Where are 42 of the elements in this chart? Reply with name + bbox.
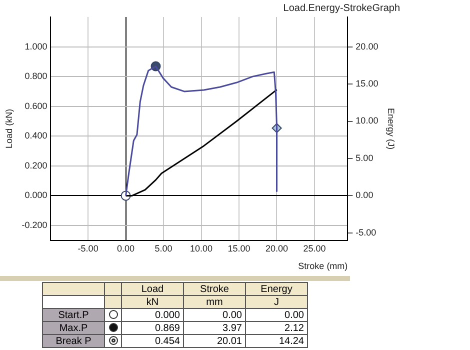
y2-tick-label: -5.00	[356, 227, 376, 238]
y-tick-label: 0.400	[24, 130, 48, 141]
text: Break P	[42, 334, 104, 348]
x-tick-label: -5.00	[78, 243, 98, 254]
y-tick-label: -0.200	[22, 220, 48, 230]
y-axis-title: Load (kN)	[4, 108, 14, 148]
y2-tick-label: 10.00	[356, 116, 378, 126]
y2-tick-label: 15.00	[356, 78, 378, 89]
x-tick-label: 5.00	[154, 243, 172, 254]
text: 3.97	[184, 322, 246, 334]
x-axis-title: Stroke (mm)	[298, 261, 348, 272]
text: 2.12	[246, 322, 308, 334]
text: Stroke	[184, 282, 246, 296]
text: J	[246, 296, 308, 308]
text: 0.00	[246, 308, 308, 322]
y-tick-label: 1.000	[24, 41, 48, 52]
text: mm	[184, 296, 246, 308]
text: 14.24	[246, 334, 308, 348]
x-tick-label: 0.00	[117, 243, 135, 254]
y-tick-label: 0.000	[24, 190, 48, 200]
x-tick-label: 20.00	[265, 243, 288, 254]
text: 0.454	[122, 334, 184, 348]
x-tick-label: 10.00	[190, 243, 213, 254]
text: Load	[122, 282, 184, 296]
y-tick-label: 0.800	[24, 71, 48, 82]
x-tick-label: 15.00	[228, 243, 250, 254]
text: 0.00	[184, 308, 246, 322]
y-tick-label: 0.200	[24, 160, 48, 170]
y2-tick-label: 5.00	[356, 152, 374, 163]
y2-tick-label: 20.00	[356, 41, 378, 52]
text: kN	[122, 296, 184, 308]
text: 20.01	[184, 334, 246, 348]
y-tick-label: 0.600	[24, 100, 48, 111]
x-tick-label: 25.00	[303, 243, 326, 254]
text: Energy	[246, 282, 308, 296]
text: 0.869	[122, 322, 184, 334]
y2-tick-label: 0.00	[356, 190, 374, 200]
y2-axis-title: Energy (J)	[386, 108, 396, 150]
text: Start.P	[42, 308, 104, 322]
text: 0.000	[122, 308, 184, 322]
text: Max.P	[42, 322, 104, 334]
chart-title: Load.Energy-StrokeGraph	[283, 2, 400, 14]
